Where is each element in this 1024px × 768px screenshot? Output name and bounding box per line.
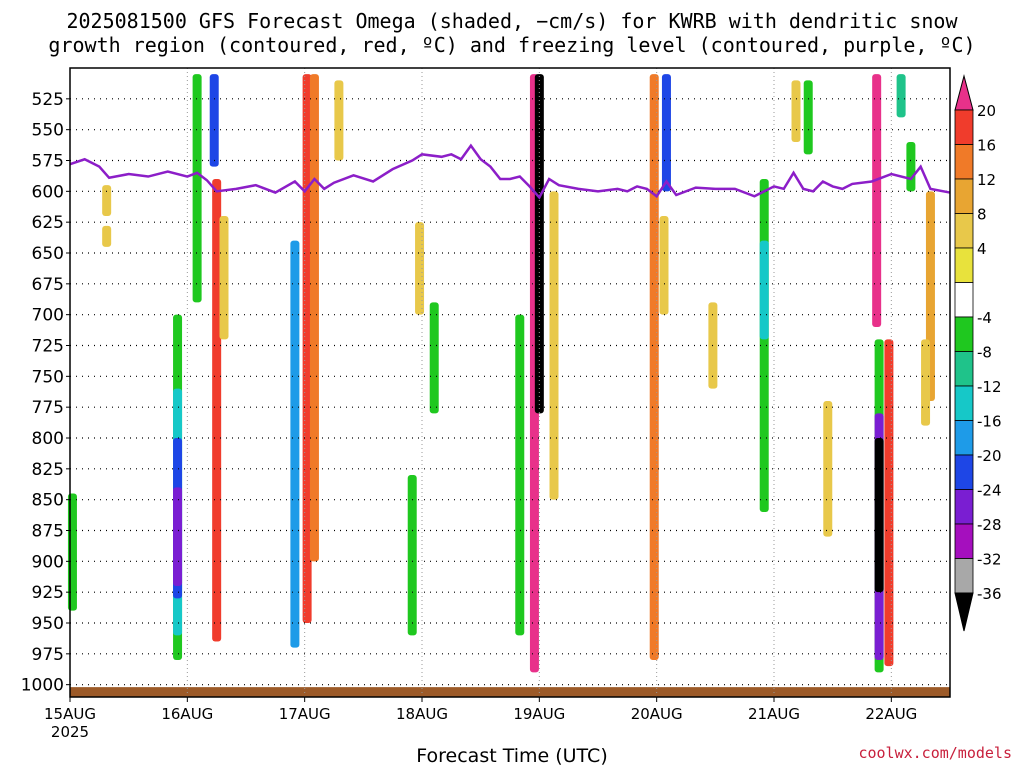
colorbar-label: -28 <box>977 516 1002 534</box>
x-tick-label: 22AUG <box>865 705 917 723</box>
y-tick-label: 625 <box>32 213 64 233</box>
colorbar-swatch <box>954 454 974 490</box>
y-tick-label: 750 <box>32 367 64 387</box>
colorbar-label: 12 <box>977 171 996 189</box>
omega-feature <box>906 142 916 192</box>
y-tick-label: 1000 <box>21 676 64 696</box>
omega-feature <box>407 475 417 636</box>
y-tick-label: 900 <box>32 552 64 572</box>
colorbar-label: 16 <box>977 137 996 155</box>
colorbar-label: 4 <box>977 240 987 258</box>
omega-feature <box>192 74 202 303</box>
y-tick-label: 800 <box>32 429 64 449</box>
omega-feature <box>896 74 906 118</box>
y-tick-label: 725 <box>32 337 64 357</box>
omega-feature <box>302 74 312 623</box>
omega-feature <box>173 487 183 586</box>
y-tick-label: 650 <box>32 244 64 264</box>
colorbar-swatch <box>954 385 974 421</box>
chart-title-line2: growth region (contoured, red, ºC) and f… <box>48 33 976 57</box>
omega-feature <box>549 191 559 500</box>
omega-feature <box>884 339 894 667</box>
y-tick-label: 825 <box>32 460 64 480</box>
chart-title-line1: 2025081500 GFS Forecast Omega (shaded, −… <box>66 9 958 33</box>
omega-feature <box>212 179 222 642</box>
y-tick-label: 950 <box>32 614 64 634</box>
x-tick-sublabel: 2025 <box>51 723 89 741</box>
omega-feature <box>921 339 931 426</box>
omega-feature <box>872 74 882 328</box>
x-tick-label: 21AUG <box>748 705 800 723</box>
y-tick-label: 925 <box>32 583 64 603</box>
y-tick-label: 850 <box>32 491 64 511</box>
omega-feature <box>209 74 219 167</box>
colorbar-swatch <box>954 178 974 214</box>
x-axis-label: Forecast Time (UTC) <box>416 745 608 767</box>
omega-feature <box>874 438 884 593</box>
y-tick-label: 975 <box>32 645 64 665</box>
freezing-level-line <box>69 143 951 200</box>
colorbar-label: -8 <box>977 344 992 362</box>
omega-feature <box>803 80 813 155</box>
colorbar-label: 8 <box>977 206 987 224</box>
colorbar-label: -32 <box>977 551 1002 569</box>
colorbar-swatch <box>954 558 974 594</box>
omega-feature <box>219 216 229 340</box>
x-tick-label: 16AUG <box>161 705 213 723</box>
y-tick-label: 675 <box>32 275 64 295</box>
colorbar-bottom-arrow <box>954 592 974 632</box>
y-tick-label: 525 <box>32 90 64 110</box>
omega-feature <box>649 74 659 660</box>
omega-feature <box>429 302 439 414</box>
omega-feature <box>290 240 300 648</box>
omega-feature <box>415 222 425 315</box>
colorbar-swatch <box>954 213 974 249</box>
colorbar-label: -16 <box>977 413 1002 431</box>
colorbar-swatch <box>954 144 974 180</box>
omega-feature <box>661 74 671 192</box>
y-tick-label: 775 <box>32 398 64 418</box>
y-tick-label: 550 <box>32 121 64 141</box>
x-tick-label: 19AUG <box>513 705 565 723</box>
y-tick-label: 575 <box>32 152 64 172</box>
omega-feature <box>759 179 769 512</box>
omega-feature <box>309 74 319 562</box>
x-tick-label: 15AUG <box>44 705 96 723</box>
omega-feature <box>759 240 769 340</box>
omega-feature <box>534 74 544 414</box>
colorbar-label: -20 <box>977 447 1002 465</box>
omega-feature <box>102 225 112 247</box>
colorbar-swatch <box>954 523 974 559</box>
colorbar-swatch <box>954 420 974 456</box>
y-tick-label: 600 <box>32 182 64 202</box>
colorbar-swatch <box>954 489 974 525</box>
plot-area <box>70 68 950 697</box>
omega-feature <box>823 401 833 537</box>
omega-feature <box>102 185 112 216</box>
omega-feature <box>659 216 669 315</box>
colorbar-swatch <box>954 109 974 145</box>
colorbar-label: -12 <box>977 378 1002 396</box>
x-tick-label: 17AUG <box>279 705 331 723</box>
colorbar-swatch <box>954 247 974 283</box>
y-tick-label: 700 <box>32 306 64 326</box>
x-tick-label: 18AUG <box>396 705 448 723</box>
colorbar-label: 20 <box>977 102 996 120</box>
credit-text: coolwx.com/models <box>858 744 1012 762</box>
x-tick-label: 20AUG <box>631 705 683 723</box>
colorbar-label: -24 <box>977 482 1002 500</box>
colorbar-top-arrow <box>954 74 974 111</box>
colorbar-swatch <box>954 316 974 352</box>
omega-feature <box>515 314 525 636</box>
colorbar-label: -4 <box>977 309 992 327</box>
omega-feature <box>791 80 801 142</box>
colorbar-swatch <box>954 282 974 318</box>
y-tick-label: 875 <box>32 522 64 542</box>
omega-feature <box>334 80 344 161</box>
plot-frame <box>69 67 951 698</box>
colorbar-swatch <box>954 351 974 387</box>
colorbar-label: -36 <box>977 585 1002 603</box>
ground-surface <box>70 687 950 697</box>
